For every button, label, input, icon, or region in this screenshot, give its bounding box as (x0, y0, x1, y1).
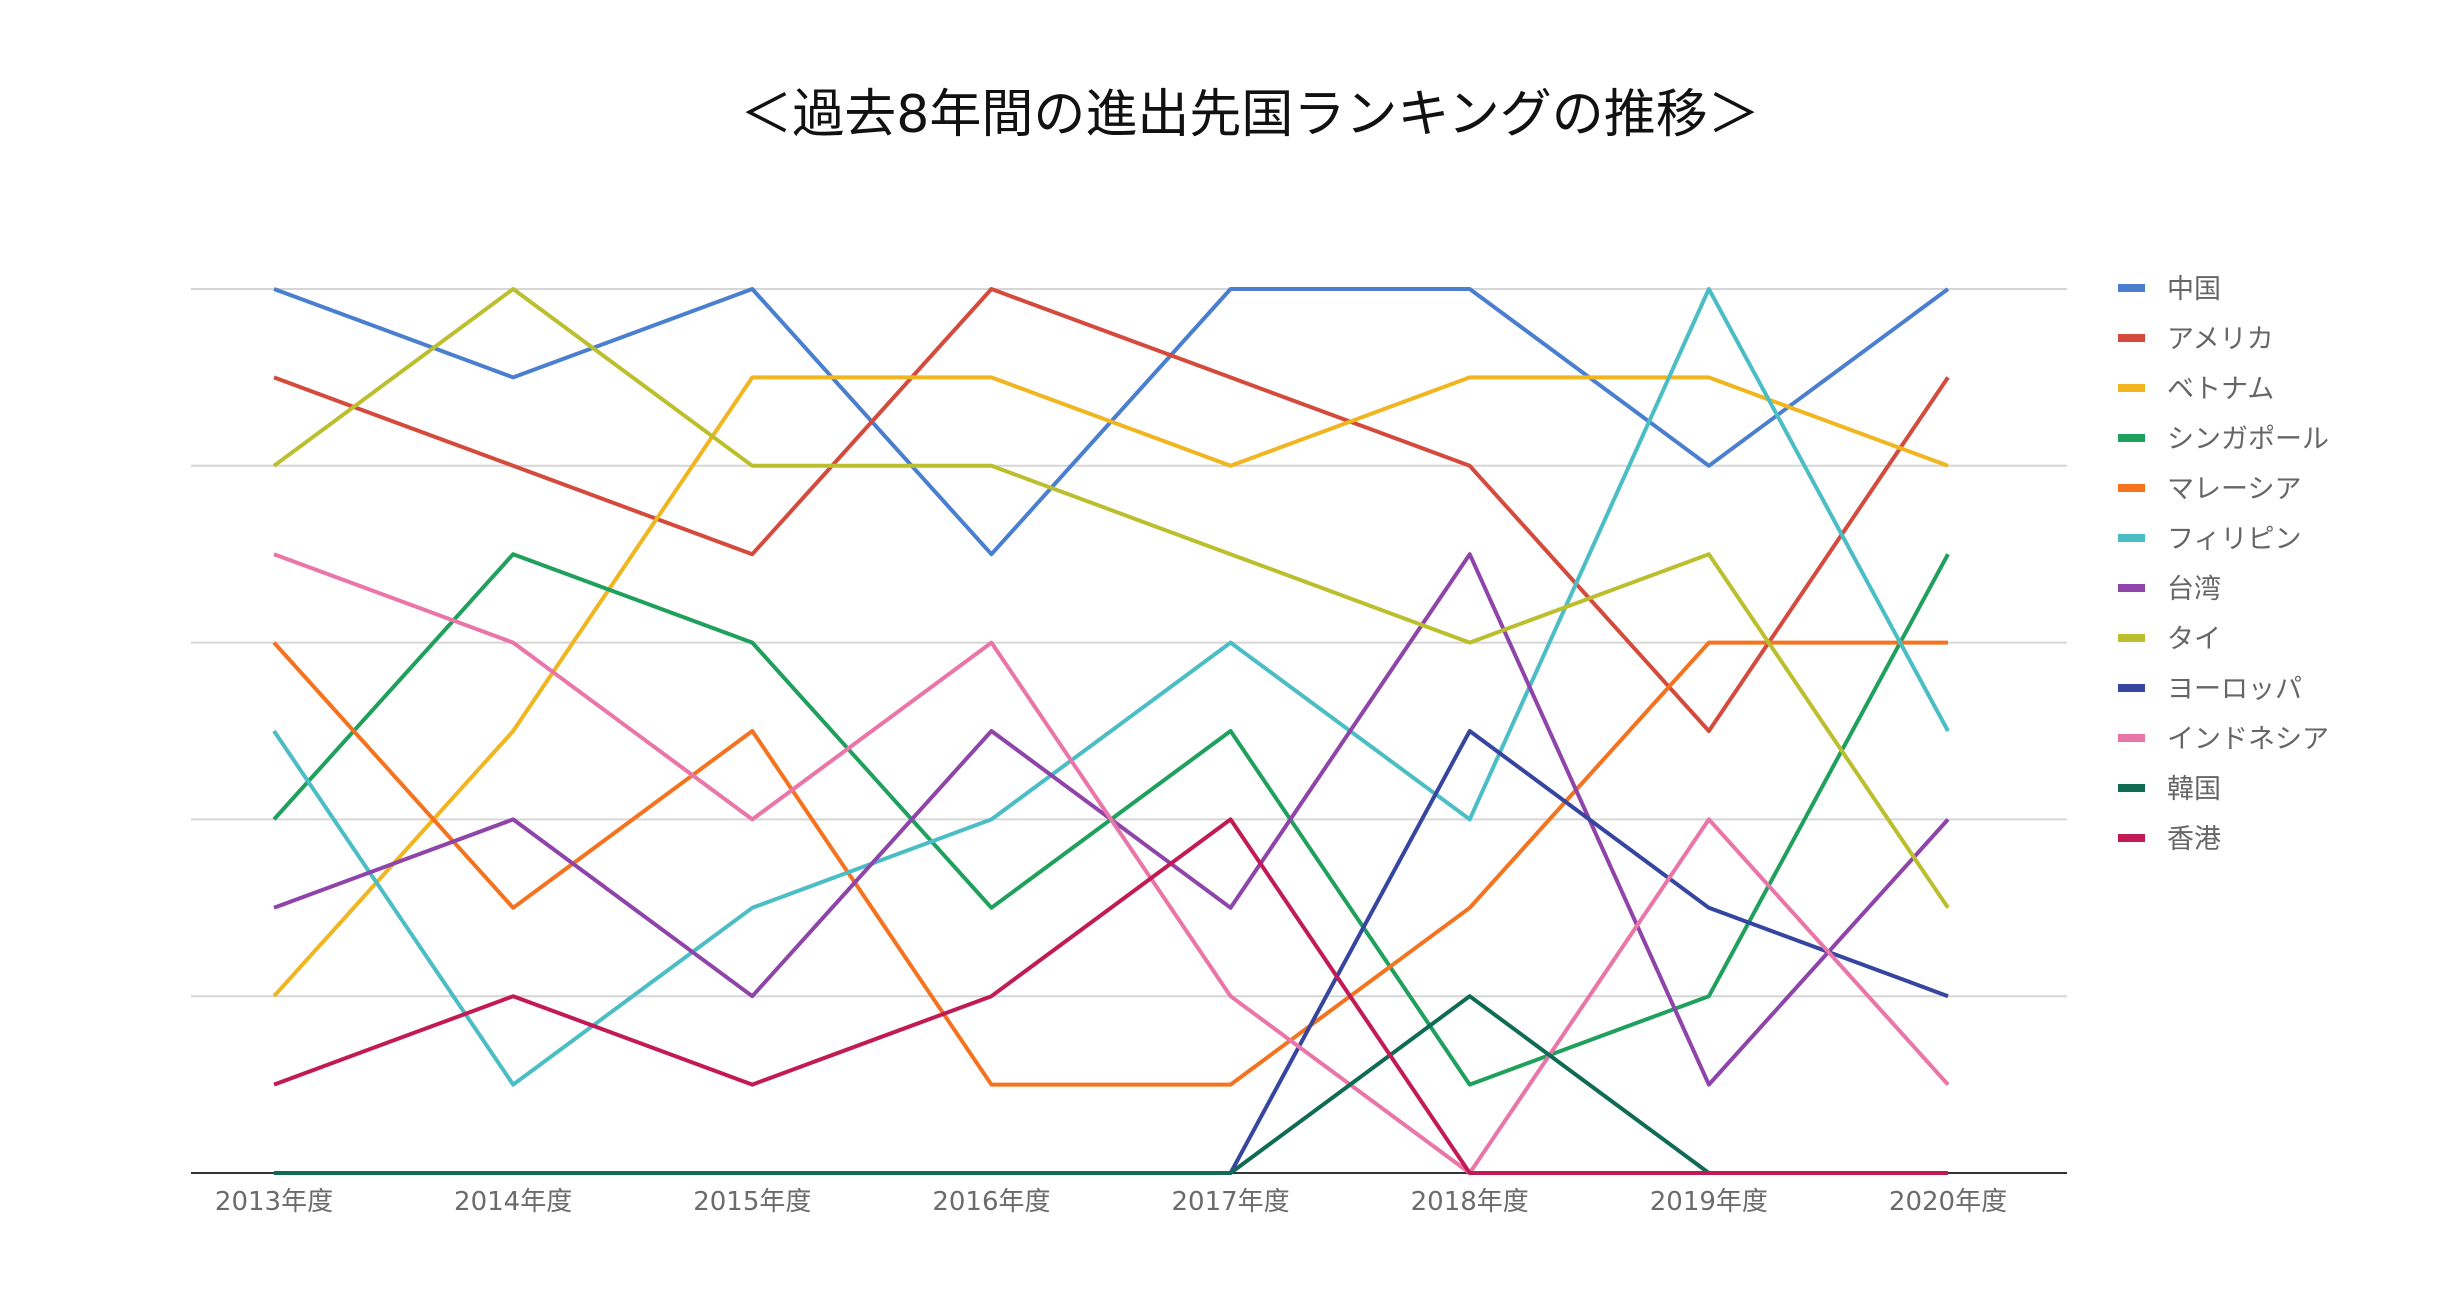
legend-item[interactable]: アメリカ (2118, 324, 2274, 355)
legend-label: タイ (2167, 624, 2221, 655)
legend-swatch (2118, 784, 2145, 792)
legend-item[interactable]: 台湾 (2118, 574, 2221, 605)
legend-swatch (2118, 534, 2145, 542)
x-tick-label: 2014年度 (454, 1187, 572, 1217)
legend: 中国アメリカベトナムシンガポールマレーシアフィリピン台湾タイヨーロッパインドネシ… (2118, 274, 2329, 855)
series-line-10 (274, 994, 1948, 1175)
x-tick-label: 2017年度 (1171, 1187, 1289, 1217)
legend-item[interactable]: ベトナム (2118, 374, 2274, 405)
legend-label: 台湾 (2167, 574, 2221, 605)
x-axis-labels: 2013年度 2014年度 2015年度 2016年度 2017年度 2018年度 2019… (215, 1187, 2007, 1217)
legend-item[interactable]: タイ (2118, 624, 2221, 655)
legend-swatch (2118, 384, 2145, 392)
legend-swatch (2118, 634, 2145, 642)
legend-item[interactable]: シンガポール (2118, 424, 2329, 455)
series-line-11 (273, 817, 1948, 1175)
legend-item[interactable]: マレーシア (2118, 474, 2301, 505)
x-tick-label: 2016年度 (932, 1187, 1050, 1217)
legend-swatch (2118, 734, 2145, 742)
series-line-5 (272, 287, 1950, 1087)
x-tick-label: 2020年度 (1889, 1187, 2007, 1217)
legend-swatch (2118, 284, 2145, 292)
x-tick-label: 2013年度 (215, 1187, 333, 1217)
legend-item[interactable]: フィリピン (2118, 524, 2301, 555)
series-line-4 (272, 640, 1948, 1087)
legend-label: 中国 (2167, 274, 2221, 305)
legend-label: 香港 (2167, 824, 2221, 855)
legend-label: マレーシア (2167, 474, 2301, 505)
legend-swatch (2118, 334, 2145, 342)
x-tick-label: 2019年度 (1650, 1187, 1768, 1217)
legend-item[interactable]: 中国 (2118, 274, 2221, 305)
x-tick-label: 2015年度 (693, 1187, 811, 1217)
chart-title: ＜過去8年間の進出先国ランキングの推移＞ (740, 85, 1760, 145)
legend-swatch (2118, 484, 2145, 492)
legend-item[interactable]: 韓国 (2118, 774, 2221, 805)
legend-swatch (2118, 434, 2145, 442)
legend-swatch (2118, 834, 2145, 842)
legend-label: アメリカ (2167, 324, 2274, 355)
legend-label: 韓国 (2167, 774, 2221, 805)
legend-label: ベトナム (2167, 374, 2274, 405)
legend-swatch (2118, 684, 2145, 692)
series-lines (272, 287, 1950, 1175)
legend-label: ヨーロッパ (2167, 674, 2302, 705)
legend-label: シンガポール (2167, 424, 2329, 455)
legend-label: インドネシア (2167, 724, 2329, 755)
legend-label: フィリピン (2167, 524, 2301, 555)
legend-item[interactable]: インドネシア (2118, 724, 2329, 755)
series-line-7 (272, 287, 1950, 909)
legend-item[interactable]: 香港 (2118, 824, 2221, 855)
x-tick-label: 2018年度 (1411, 1187, 1529, 1217)
series-line-8 (274, 729, 1949, 1175)
legend-item[interactable]: ヨーロッパ (2118, 674, 2302, 705)
legend-swatch (2118, 584, 2145, 592)
series-line-9 (273, 552, 1950, 1175)
